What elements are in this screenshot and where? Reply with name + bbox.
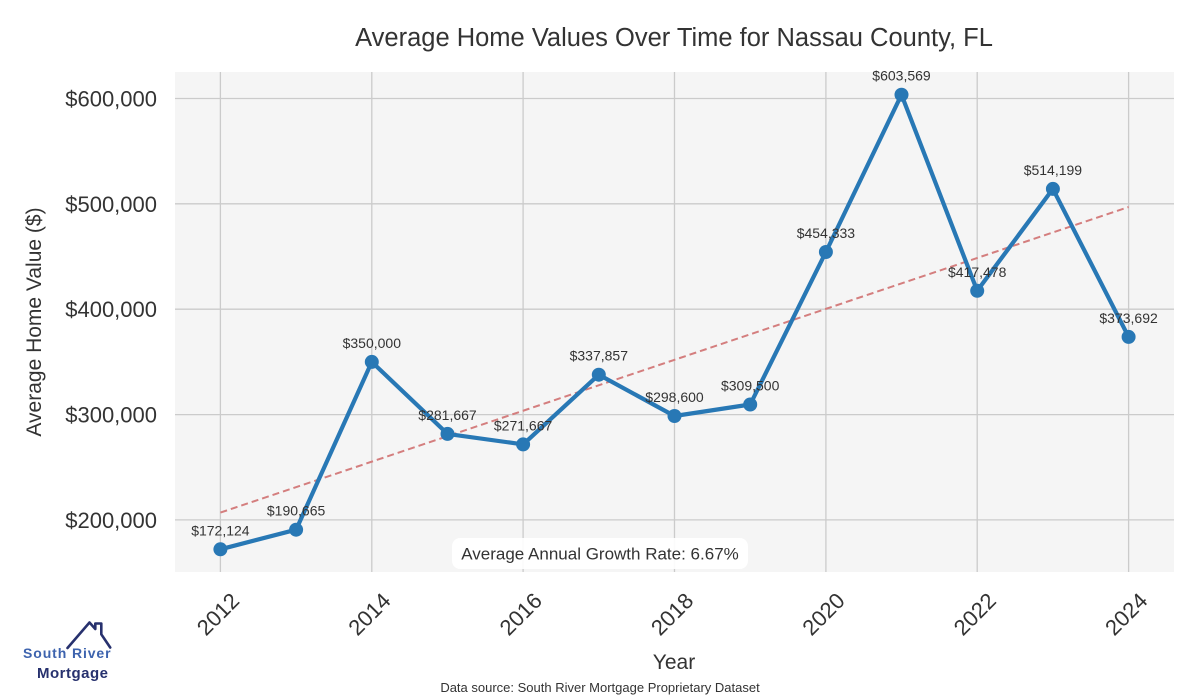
svg-text:$373,692: $373,692: [1099, 310, 1158, 326]
svg-text:$200,000: $200,000: [65, 508, 157, 533]
svg-text:$600,000: $600,000: [65, 87, 157, 112]
svg-text:$190,665: $190,665: [267, 503, 326, 519]
svg-text:2012: 2012: [192, 588, 244, 640]
svg-text:$500,000: $500,000: [65, 192, 157, 217]
svg-text:$271,667: $271,667: [494, 417, 553, 433]
svg-text:Average Annual Growth Rate: 6.: Average Annual Growth Rate: 6.67%: [461, 545, 739, 564]
svg-text:$281,667: $281,667: [418, 407, 477, 423]
svg-text:2018: 2018: [646, 588, 698, 640]
svg-text:2014: 2014: [343, 588, 395, 640]
svg-text:2020: 2020: [797, 588, 849, 640]
svg-text:$400,000: $400,000: [65, 297, 157, 322]
svg-text:$300,000: $300,000: [65, 403, 157, 428]
svg-text:$309,500: $309,500: [721, 378, 780, 394]
svg-text:Year: Year: [653, 651, 695, 674]
svg-text:Average Home Values Over Time: Average Home Values Over Time for Nassau…: [355, 24, 993, 52]
svg-text:$417,478: $417,478: [948, 264, 1007, 280]
svg-text:Mortgage: Mortgage: [37, 665, 109, 682]
svg-text:Average Home Value ($): Average Home Value ($): [23, 207, 46, 436]
svg-text:$514,199: $514,199: [1024, 162, 1083, 178]
svg-text:$337,857: $337,857: [570, 348, 629, 364]
svg-text:2024: 2024: [1100, 588, 1152, 640]
svg-text:2022: 2022: [949, 588, 1001, 640]
svg-text:$603,569: $603,569: [872, 68, 931, 84]
svg-text:2016: 2016: [495, 588, 547, 640]
svg-text:$298,600: $298,600: [645, 389, 704, 405]
svg-text:$454,333: $454,333: [797, 225, 856, 241]
svg-text:South River: South River: [23, 645, 111, 661]
svg-text:$172,124: $172,124: [191, 522, 250, 538]
svg-text:Data source: South River Mortg: Data source: South River Mortgage Propri…: [440, 680, 760, 695]
svg-text:$350,000: $350,000: [343, 335, 402, 351]
